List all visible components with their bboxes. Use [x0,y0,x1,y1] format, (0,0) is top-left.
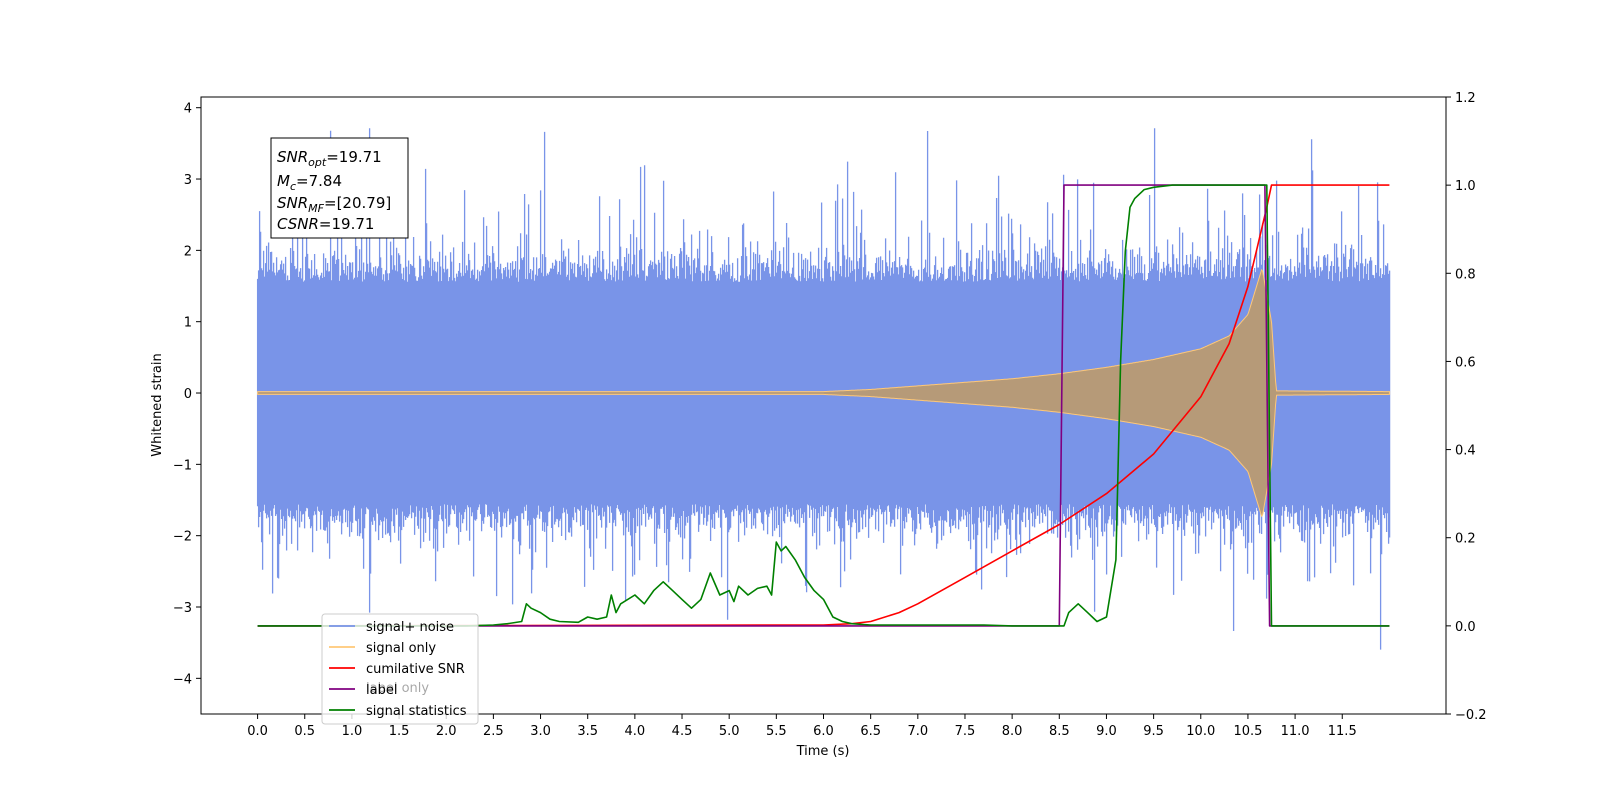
x-tick-label: 3.5 [577,724,598,739]
x-tick-label: 2.0 [436,724,457,739]
x-tick-label: 6.5 [860,724,881,739]
x-tick-label: 11.0 [1281,724,1310,739]
y-right-tick-label: 0.2 [1455,532,1476,547]
signal-only-series [257,268,1391,518]
x-tick-label: 4.0 [625,724,646,739]
annotation-chirp-mass: Mc=7.84 [277,172,342,193]
y-right-tick-label: −0.2 [1455,708,1487,723]
annotation-snr-opt: SNRopt=19.71 [277,148,382,169]
x-tick-label: 6.0 [813,724,834,739]
x-tick-label: 0.5 [294,724,315,739]
y-left-tick-label: −4 [173,672,192,687]
annotation-csnr: CSNR=19.71 [277,215,374,233]
legend-label: cumilative SNR [366,662,465,677]
x-tick-label: 8.0 [1002,724,1023,739]
y-left-tick-label: 3 [184,173,192,188]
cumilative-snr-line [257,184,1390,627]
y-right-tick-label: 0.4 [1455,444,1476,459]
x-tick-label: 10.0 [1186,724,1215,739]
x-tick-label: 11.5 [1328,724,1357,739]
x-tick-label: 10.5 [1233,724,1262,739]
y-left-tick-label: −3 [173,601,192,616]
y-left-tick-label: 0 [184,387,192,402]
x-axis: 0.0 0.5 1.0 1.5 2.0 2.5 3.0 3.5 4.0 4.5 5.0 5.5 6.0 6… [247,714,1357,739]
legend-ghost-label: label only [366,681,429,696]
signal-only-trace [257,268,1391,518]
legend-label: signal only [366,641,436,656]
x-tick-label: 1.0 [342,724,363,739]
y-right-tick-label: 1.2 [1455,91,1476,106]
x-tick-label: 5.0 [719,724,740,739]
annotation-snr-mf: SNRMF=[20.79] [277,194,391,215]
y-left-tick-label: 2 [184,244,192,259]
y-right-tick-label: 1.0 [1455,179,1476,194]
x-tick-label: 2.5 [483,724,504,739]
x-axis-label: Time (s) [796,744,850,759]
x-tick-label: 9.5 [1143,724,1164,739]
x-tick-label: 3.0 [530,724,551,739]
y-left-tick-label: −1 [173,458,192,473]
annotation-frame [270,137,409,239]
legend-label: label [366,683,397,698]
x-tick-label: 9.0 [1096,724,1117,739]
y-left-tick-label: −2 [173,530,192,545]
stats-annotation-box: SNRopt=19.71 Mc=7.84 SNRMF=[20.79] CSNR=… [270,137,409,239]
y-axis-left: −4 −3 −2 −1 0 1 2 3 4 [173,102,201,687]
x-tick-label: 4.5 [672,724,693,739]
x-tick-label: 1.5 [389,724,410,739]
y-right-tick-label: 0.0 [1455,620,1476,635]
legend-frame [321,613,479,725]
x-tick-label: 8.5 [1049,724,1070,739]
y-left-tick-label: 4 [184,102,192,117]
x-tick-label: 7.0 [907,724,928,739]
signal-statistics-line [257,184,1390,627]
x-tick-label: 0.0 [247,724,268,739]
y-axis-right: −0.2 0.0 0.2 0.4 0.6 0.8 1.0 1.2 [1446,91,1487,723]
y-axis-label: Whitened strain [150,353,165,456]
y-right-tick-label: 0.8 [1455,267,1476,282]
right-axis-series [257,184,1390,627]
y-right-tick-label: 0.6 [1455,355,1476,370]
x-tick-label: 7.5 [955,724,976,739]
legend: signal+ noise signal only cumilative SNR la… [321,613,479,725]
x-tick-label: 5.5 [766,724,787,739]
legend-label: signal statistics [366,704,467,719]
legend-label: signal+ noise [366,620,454,635]
y-left-tick-label: 1 [184,316,192,331]
